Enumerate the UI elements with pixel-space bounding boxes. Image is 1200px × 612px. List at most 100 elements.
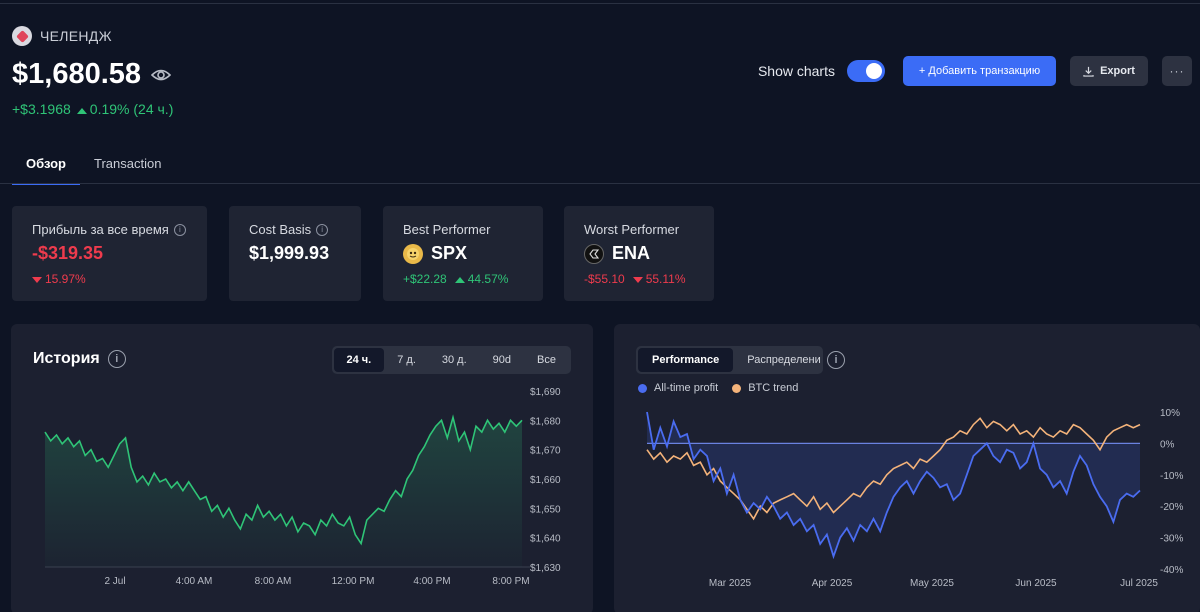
range-24h[interactable]: 24 ч.: [333, 348, 385, 372]
tab-allocation[interactable]: Распределени: [747, 354, 821, 366]
show-charts-label: Show charts: [757, 63, 835, 79]
tab-transaction[interactable]: Transaction: [94, 156, 162, 171]
y-tick-label: $1,660: [530, 475, 561, 486]
tabs-divider: [0, 183, 1200, 184]
cost-value: $1,999.93: [249, 243, 330, 263]
x-tick-label: 8:00 PM: [492, 576, 529, 587]
spx-coin-icon: [403, 243, 423, 264]
stat-label: Cost Basis i: [249, 222, 341, 237]
down-arrow-icon: [632, 276, 643, 283]
change-absolute: +$3.1968: [12, 101, 71, 117]
profit-label: Прибыль за все время: [32, 222, 169, 237]
best-percent: 44.57%: [467, 272, 509, 286]
x-tick-label: 4:00 PM: [413, 576, 450, 587]
x-tick-label: Jun 2025: [1015, 578, 1057, 589]
up-arrow-icon: [454, 277, 465, 283]
worst-label: Worst Performer: [584, 222, 680, 237]
portfolio-name-row[interactable]: ЧЕЛЕНДЖ: [12, 26, 173, 46]
tab-overview[interactable]: Обзор: [12, 152, 80, 185]
y-tick-label: -10%: [1160, 471, 1183, 482]
profit-sub: 15.97%: [32, 272, 187, 286]
legend-label: BTC trend: [748, 382, 799, 394]
legend-label: All-time profit: [654, 382, 719, 394]
best-coin-row[interactable]: SPX: [403, 243, 523, 264]
profit-area-fill: [647, 412, 1140, 557]
history-chart[interactable]: $1,690 $1,680 $1,670 $1,660 $1,650 $1,640 $1,6…: [11, 324, 593, 612]
download-icon: [1083, 66, 1094, 77]
stat-card-cost-basis: Cost Basis i $1,999.93: [229, 206, 361, 301]
history-line: [44, 414, 523, 546]
range-7d[interactable]: 7 д.: [397, 354, 416, 366]
legend-item-profit[interactable]: All-time profit: [638, 382, 718, 394]
header-actions: Show charts + Добавить транзакцию Export…: [758, 56, 1192, 86]
stat-label: Прибыль за все время i: [32, 222, 187, 237]
range-90d[interactable]: 90d: [492, 354, 512, 366]
legend-dot: [732, 383, 742, 393]
range-30d[interactable]: 30 д.: [441, 354, 467, 366]
performance-panel: Performance Распределени i All-time prof…: [614, 324, 1200, 612]
best-coin: SPX: [431, 243, 468, 263]
legend-item-btc[interactable]: BTC trend: [732, 382, 798, 394]
stat-card-worst-performer: Worst Performer ENA -$55.10 55.11%: [564, 206, 714, 301]
x-tick-label: Apr 2025: [812, 578, 853, 589]
portfolio-header: ЧЕЛЕНДЖ $1,680.58 +$3.1968 0.19% (24 ч.): [12, 26, 173, 117]
y-tick-label: 10%: [1160, 408, 1180, 419]
y-tick-label: $1,630: [530, 563, 561, 574]
info-icon[interactable]: i: [827, 351, 845, 369]
worst-coin: ENA: [612, 243, 651, 263]
up-arrow-icon: [76, 108, 87, 114]
worst-abs: -$55.10: [584, 272, 625, 286]
history-title: История: [33, 350, 100, 367]
y-tick-label: $1,640: [530, 534, 561, 545]
portfolio-change: +$3.1968 0.19% (24 ч.): [12, 101, 173, 117]
x-tick-label: 8:00 AM: [255, 576, 292, 587]
range-all[interactable]: Все: [537, 354, 556, 366]
y-tick-label: 0%: [1160, 439, 1175, 450]
performance-chart[interactable]: 10% 0% -10% -20% -30% -40% Mar 2025 Apr 2025 May…: [614, 324, 1200, 612]
add-transaction-button[interactable]: + Добавить транзакцию: [903, 56, 1056, 86]
info-icon[interactable]: i: [316, 223, 329, 236]
info-icon[interactable]: i: [107, 350, 126, 368]
history-panel: История i 24 ч. 7 д. 30 д. 90d Все $1,69…: [11, 324, 593, 612]
worst-coin-row[interactable]: ENA: [584, 243, 694, 264]
best-sub: +$22.28 44.57%: [403, 272, 523, 286]
y-tick-label: $1,690: [530, 387, 561, 398]
more-options-button[interactable]: ···: [1162, 56, 1192, 86]
profit-percent: 15.97%: [45, 272, 86, 286]
y-tick-label: $1,680: [530, 416, 561, 427]
x-tick-label: 2 Jul: [104, 576, 125, 587]
y-tick-label: -40%: [1160, 565, 1183, 576]
x-tick-label: Jul 2025: [1120, 578, 1158, 589]
down-arrow-icon: [32, 276, 42, 283]
stat-card-best-performer: Best Performer SPX +$22.28 44.57%: [383, 206, 543, 301]
eye-icon[interactable]: [151, 68, 172, 82]
portfolio-balance: $1,680.58: [12, 58, 142, 90]
legend-dot: [638, 383, 647, 393]
portfolio-balance-row: $1,680.58: [12, 58, 173, 91]
export-label: Export: [1100, 65, 1135, 77]
change-percent-group: 0.19% (24 ч.): [76, 101, 174, 117]
show-charts-toggle[interactable]: [847, 60, 885, 82]
profit-line: [646, 411, 1141, 560]
stat-card-profit: Прибыль за все время i -$319.35 15.97%: [12, 206, 207, 301]
performance-legend: All-time profit BTC trend: [638, 382, 798, 394]
cost-label: Cost Basis: [249, 222, 312, 237]
history-area-fill: [45, 417, 522, 567]
portfolio-avatar-icon: [12, 26, 32, 46]
tab-performance[interactable]: Performance: [638, 348, 734, 372]
range-selector: 24 ч. 7 д. 30 д. 90d Все: [331, 346, 571, 374]
best-abs: +$22.28: [403, 272, 447, 286]
profit-value: -$319.35: [32, 243, 104, 263]
x-tick-label: 4:00 AM: [176, 576, 213, 587]
y-tick-label: -20%: [1160, 502, 1183, 513]
worst-sub: -$55.10 55.11%: [584, 272, 694, 286]
worst-percent: 55.11%: [645, 272, 686, 286]
info-icon[interactable]: i: [173, 223, 186, 236]
x-tick-label: May 2025: [910, 578, 954, 589]
change-percent: 0.19% (24 ч.): [89, 101, 174, 117]
ena-coin-icon: [584, 243, 604, 264]
y-tick-label: $1,670: [530, 446, 561, 457]
portfolio-name: ЧЕЛЕНДЖ: [40, 28, 112, 44]
export-button[interactable]: Export: [1070, 56, 1148, 86]
x-tick-label: 12:00 PM: [332, 576, 375, 587]
